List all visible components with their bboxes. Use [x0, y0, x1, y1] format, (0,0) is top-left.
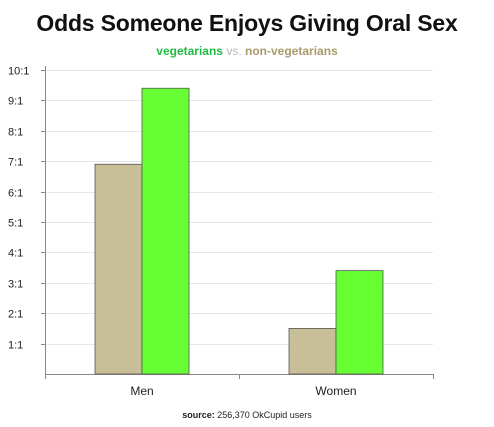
y-tick-label: 9:1 — [8, 96, 23, 108]
source-label: source: — [182, 410, 215, 420]
subtitle-vegetarians: vegetarians — [156, 44, 223, 58]
bar-vegetarians-women — [335, 270, 384, 375]
chart-title: Odds Someone Enjoys Giving Oral Sex — [36, 10, 458, 36]
y-tick-label: 6:1 — [8, 188, 23, 200]
bar-non-vegetarians-women — [288, 327, 337, 375]
y-tick-label: 7:1 — [8, 157, 23, 169]
y-tick-label: 4:1 — [8, 248, 23, 260]
subtitle-vs: vs. — [226, 44, 242, 58]
source-note: source: 256,370 OkCupid users — [0, 410, 494, 420]
bar-vegetarians-men — [141, 87, 190, 375]
y-tick-label: 10:1 — [8, 66, 29, 78]
chart-subtitle: vegetarians vs. non-vegetarians — [0, 44, 494, 58]
y-tick-label: 8:1 — [8, 127, 23, 139]
bar-non-vegetarians-men — [94, 163, 143, 375]
subtitle-non-vegetarians: non-vegetarians — [245, 44, 338, 58]
y-tick-label: 2:1 — [8, 309, 23, 321]
source-text: 256,370 OkCupid users — [217, 410, 312, 420]
y-tick-label: 3:1 — [8, 279, 23, 291]
x-tick-label: Men — [130, 384, 153, 398]
x-tick-label: Women — [315, 384, 356, 398]
y-tick-label: 1:1 — [8, 340, 23, 352]
y-tick-label: 5:1 — [8, 218, 23, 230]
